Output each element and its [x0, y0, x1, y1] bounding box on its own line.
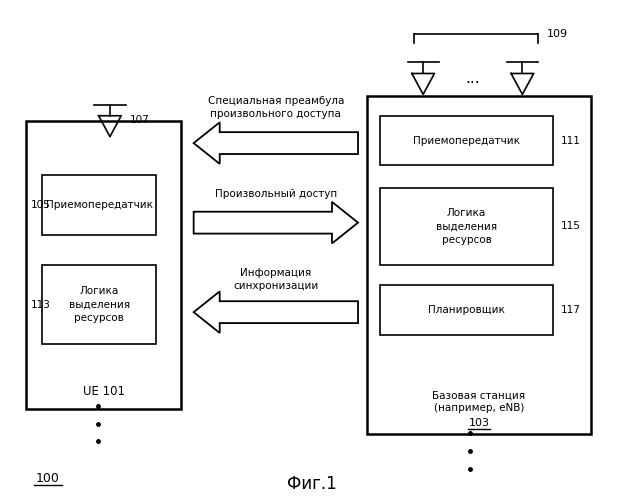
Text: Фиг.1: Фиг.1 — [287, 474, 336, 492]
Text: UE 101: UE 101 — [83, 385, 125, 398]
Text: 115: 115 — [561, 222, 581, 232]
FancyBboxPatch shape — [380, 188, 553, 265]
Text: 103: 103 — [468, 418, 490, 428]
FancyBboxPatch shape — [380, 285, 553, 335]
Text: ...: ... — [465, 71, 480, 86]
Text: Приемопередатчик: Приемопередатчик — [413, 136, 520, 145]
Text: Приемопередатчик: Приемопередатчик — [45, 200, 153, 210]
Text: 117: 117 — [561, 304, 581, 314]
Text: Произвольный доступ: Произвольный доступ — [215, 189, 337, 199]
Text: 113: 113 — [31, 300, 51, 310]
FancyBboxPatch shape — [380, 116, 553, 166]
Text: 109: 109 — [547, 28, 568, 38]
Text: Планировщик: Планировщик — [428, 304, 505, 314]
Text: Логика
выделения
ресурсов: Логика выделения ресурсов — [436, 208, 497, 244]
Text: 100: 100 — [36, 472, 60, 485]
Text: Базовая станция
(например, eNB): Базовая станция (например, eNB) — [432, 390, 526, 413]
FancyArrow shape — [194, 122, 358, 164]
FancyBboxPatch shape — [368, 96, 591, 434]
Text: 111: 111 — [561, 136, 581, 145]
FancyArrow shape — [194, 202, 358, 243]
Text: Специальная преамбула
произвольного доступа: Специальная преамбула произвольного дост… — [207, 96, 344, 118]
Text: Логика
выделения
ресурсов: Логика выделения ресурсов — [69, 286, 130, 323]
Text: 107: 107 — [130, 114, 150, 124]
FancyBboxPatch shape — [42, 176, 156, 235]
FancyBboxPatch shape — [26, 120, 181, 409]
Text: 105: 105 — [31, 200, 51, 210]
Text: Информация
синхронизации: Информация синхронизации — [233, 268, 318, 291]
FancyBboxPatch shape — [42, 265, 156, 344]
FancyArrow shape — [194, 292, 358, 333]
